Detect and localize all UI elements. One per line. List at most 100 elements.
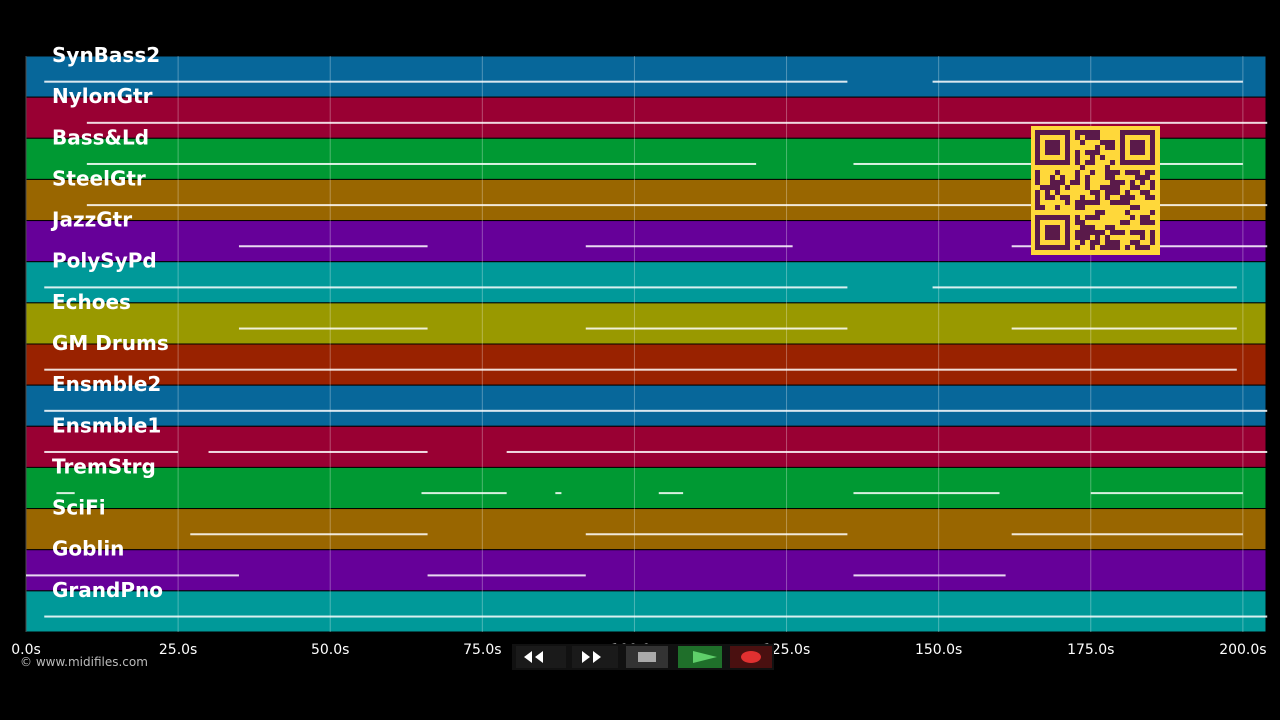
qr-cell [1100, 185, 1105, 190]
qr-cell [1100, 210, 1105, 215]
record-button[interactable] [730, 646, 772, 668]
qr-cell [1140, 230, 1145, 235]
notes [26, 80, 1268, 618]
qr-cell [1035, 190, 1040, 195]
qr-cell [1100, 155, 1105, 160]
note-run [238, 327, 428, 330]
qr-cell [1045, 190, 1050, 195]
qr-cell [1085, 175, 1090, 180]
qr-cell [1040, 185, 1045, 190]
track-name: SteelGtr [52, 166, 146, 190]
forward-button[interactable] [572, 646, 618, 668]
note-run [44, 409, 1268, 412]
x-tick-label: 200.0s [1219, 642, 1266, 658]
qr-cell [1095, 130, 1100, 135]
qr-cell [1105, 140, 1110, 145]
x-tick-label: 0.0s [11, 642, 41, 658]
qr-cell [1075, 130, 1080, 135]
qr-cell [1135, 245, 1140, 250]
track-name: GrandPno [52, 578, 163, 602]
qr-cell [1045, 195, 1050, 200]
qr-cell [1055, 180, 1060, 185]
qr-cell [1135, 170, 1140, 175]
track-name: Echoes [52, 290, 131, 314]
track-name: GM Drums [52, 331, 169, 355]
qr-cell [1055, 205, 1060, 210]
qr-cell [1080, 140, 1085, 145]
qr-cell [1110, 240, 1115, 245]
qr-cell [1125, 170, 1130, 175]
qr-cell [1095, 200, 1100, 205]
qr-cell [1035, 195, 1040, 200]
qr-finder [1045, 225, 1060, 240]
note-run [44, 450, 179, 453]
qr-cell [1095, 215, 1100, 220]
qr-cell [1035, 180, 1040, 185]
track-lane [25, 261, 1267, 304]
qr-cell [1140, 235, 1145, 240]
qr-cell [1090, 230, 1095, 235]
qr-cell [1090, 240, 1095, 245]
qr-cell [1120, 230, 1125, 235]
qr-cell [1150, 210, 1155, 215]
qr-cell [1110, 140, 1115, 145]
qr-cell [1095, 150, 1100, 155]
track-name: Bass&Ld [52, 125, 149, 149]
qr-cell [1125, 190, 1130, 195]
qr-cell [1145, 190, 1150, 195]
rewind-button[interactable] [516, 646, 566, 668]
qr-cell [1095, 240, 1100, 245]
qr-cell [1130, 185, 1135, 190]
qr-cell [1140, 215, 1145, 220]
note-run [44, 615, 1268, 618]
qr-cell [1120, 220, 1125, 225]
track-lane [25, 466, 1267, 510]
qr-cell [1075, 180, 1080, 185]
note-run [26, 574, 239, 577]
note-run [1011, 327, 1237, 330]
controls [512, 644, 774, 670]
qr-cell [1075, 215, 1080, 220]
qr-cell [1035, 205, 1040, 210]
qr-cell [1090, 200, 1095, 205]
track-lane [25, 55, 1267, 98]
qr-cell [1085, 230, 1090, 235]
qr-cell [1065, 195, 1070, 200]
note-run [585, 245, 793, 248]
qr-cell [1050, 195, 1055, 200]
qr-cell [1075, 245, 1080, 250]
note-run [208, 450, 428, 453]
qr-cell [1080, 240, 1085, 245]
qr-cell [1080, 220, 1085, 225]
qr-cell [1145, 245, 1150, 250]
play-button[interactable] [678, 646, 722, 668]
note-run [853, 574, 1006, 577]
qr-cell [1110, 170, 1115, 175]
qr-cell [1150, 195, 1155, 200]
qr-cell [1135, 205, 1140, 210]
qr-cell [1130, 240, 1135, 245]
qr-cell [1135, 185, 1140, 190]
qr-cell [1075, 150, 1080, 155]
track-name: SciFi [52, 496, 106, 520]
qr-cell [1110, 175, 1115, 180]
qr-cell [1115, 185, 1120, 190]
qr-cell [1055, 185, 1060, 190]
stop-button[interactable] [626, 646, 668, 668]
x-tick-label: 25.0s [159, 642, 197, 658]
qr-cell [1110, 200, 1115, 205]
qr-cell [1105, 240, 1110, 245]
qr-cell [1110, 160, 1115, 165]
qr-cell [1070, 180, 1075, 185]
qr-cell [1110, 225, 1115, 230]
qr-cell [1085, 130, 1090, 135]
qr-cell [1090, 155, 1095, 160]
qr-cell [1095, 230, 1100, 235]
qr-cell [1100, 230, 1105, 235]
qr-cell [1110, 185, 1115, 190]
qr-cell [1035, 200, 1040, 205]
qr-cell [1075, 205, 1080, 210]
qr-cell [1140, 180, 1145, 185]
qr-cell [1075, 155, 1080, 160]
qr-cell [1065, 200, 1070, 205]
